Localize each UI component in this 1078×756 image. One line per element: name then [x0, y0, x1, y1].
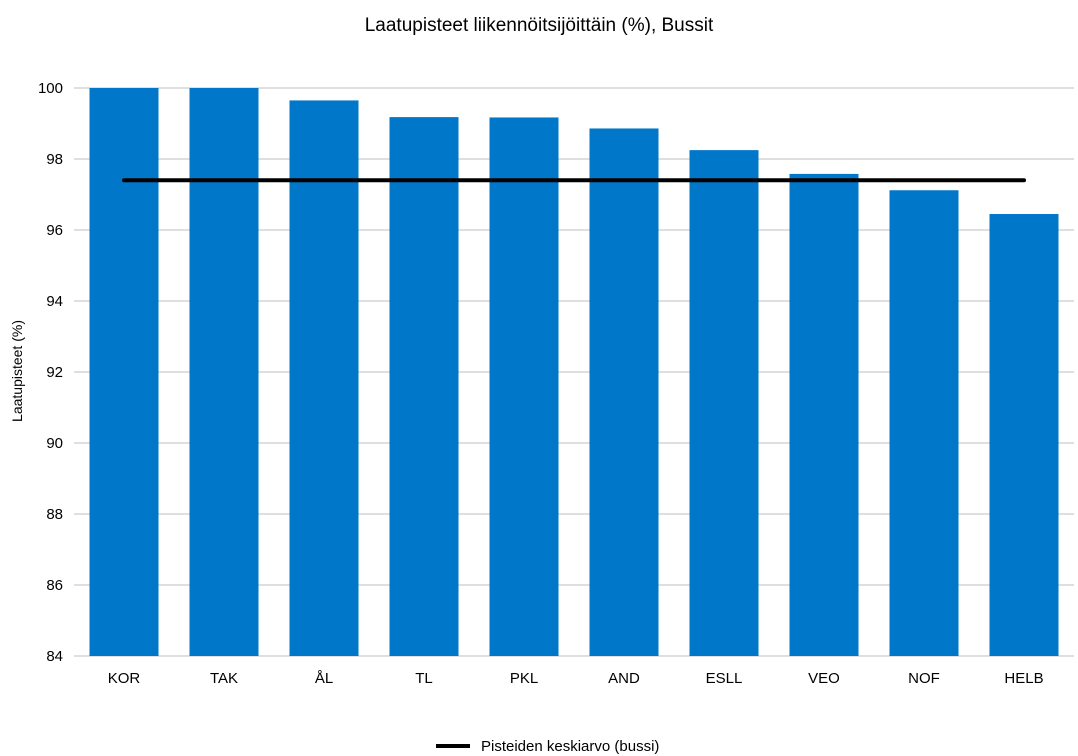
- y-tick-label: 86: [46, 577, 63, 594]
- bar: [789, 173, 859, 656]
- bar: [389, 117, 459, 657]
- bar: [889, 190, 959, 657]
- y-tick-label: 94: [46, 293, 63, 310]
- x-tick-label: PKL: [510, 670, 538, 687]
- y-tick-label: 98: [46, 151, 63, 168]
- legend-label: Pisteiden keskiarvo (bussi): [481, 738, 659, 755]
- x-axis-ticks: KOR TAK ÅL TL PKL AND ESLL VEO NOF HELB: [108, 670, 1044, 687]
- x-tick-label: ESLL: [706, 670, 743, 687]
- legend: Pisteiden keskiarvo (bussi): [436, 738, 659, 755]
- x-tick-label: TL: [415, 670, 433, 687]
- chart-title: Laatupisteet liikennöitsijöittäin (%), B…: [365, 15, 714, 36]
- x-tick-label: TAK: [210, 670, 238, 687]
- x-tick-label: VEO: [808, 670, 840, 687]
- bar: [489, 117, 559, 657]
- x-tick-label: HELB: [1004, 670, 1043, 687]
- x-tick-label: KOR: [108, 670, 141, 687]
- y-tick-label: 84: [46, 648, 63, 665]
- x-tick-label: NOF: [908, 670, 940, 687]
- y-axis-title: Laatupisteet (%): [9, 320, 25, 422]
- y-tick-label: 100: [38, 80, 63, 97]
- y-tick-label: 96: [46, 222, 63, 239]
- bar: [289, 100, 359, 657]
- bar: [189, 88, 259, 656]
- y-tick-label: 90: [46, 435, 63, 452]
- bar: [689, 150, 759, 656]
- bars: [89, 88, 1059, 657]
- bar: [989, 214, 1059, 656]
- y-axis-ticks: 84 86 88 90 92 94 96 98 100: [38, 80, 63, 665]
- bar: [89, 88, 159, 656]
- y-tick-label: 92: [46, 364, 63, 381]
- x-tick-label: AND: [608, 670, 640, 687]
- bar: [589, 128, 659, 657]
- y-tick-label: 88: [46, 506, 63, 523]
- x-tick-label: ÅL: [315, 670, 333, 687]
